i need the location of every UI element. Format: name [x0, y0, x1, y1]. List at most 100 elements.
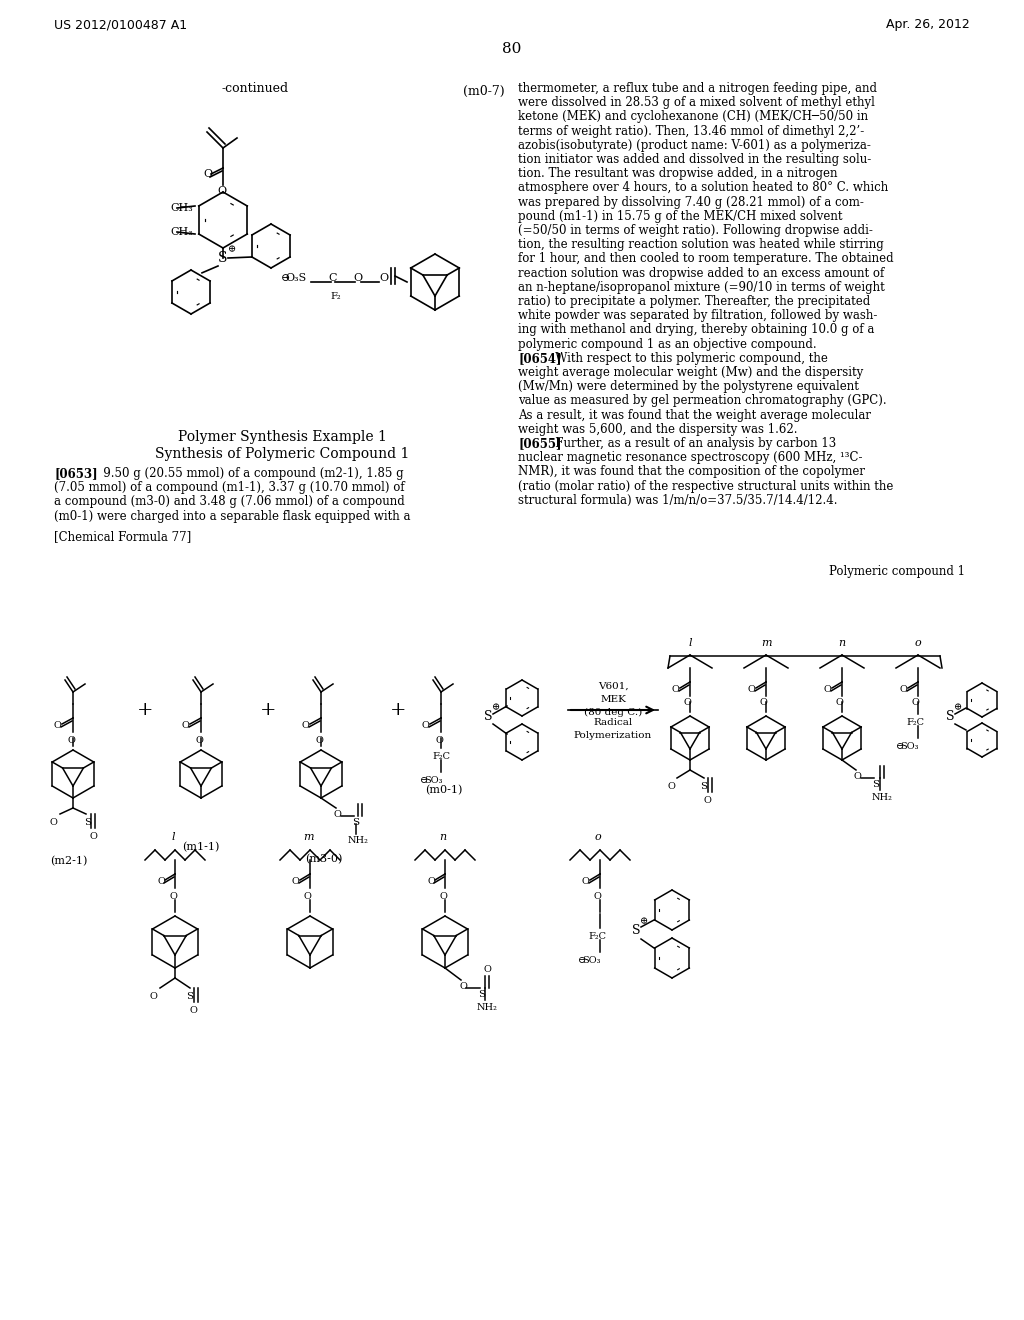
- Text: NH₂: NH₂: [872, 793, 893, 803]
- Text: azobis(isobutyrate) (product name: V-601) as a polymeriza-: azobis(isobutyrate) (product name: V-601…: [518, 139, 870, 152]
- Text: (Mw/Mn) were determined by the polystyrene equivalent: (Mw/Mn) were determined by the polystyre…: [518, 380, 859, 393]
- Text: With respect to this polymeric compound, the: With respect to this polymeric compound,…: [544, 352, 827, 364]
- Text: S: S: [352, 818, 359, 828]
- Text: O: O: [315, 737, 323, 744]
- Text: SO₃: SO₃: [424, 776, 442, 785]
- Text: S: S: [872, 780, 880, 789]
- Text: (=50/50 in terms of weight ratio). Following dropwise addi-: (=50/50 in terms of weight ratio). Follo…: [518, 224, 872, 238]
- Text: 9.50 g (20.55 mmol) of a compound (m2-1), 1.85 g: 9.50 g (20.55 mmol) of a compound (m2-1)…: [92, 467, 403, 480]
- Text: ⊕: ⊕: [492, 704, 500, 713]
- Text: (m3-0): (m3-0): [305, 854, 342, 865]
- Text: O: O: [304, 892, 312, 902]
- Text: ketone (MEK) and cyclohexanone (CH) (MEK/CH─50/50 in: ketone (MEK) and cyclohexanone (CH) (MEK…: [518, 111, 868, 123]
- Text: S: S: [632, 924, 640, 936]
- Text: ⊕: ⊕: [228, 246, 237, 255]
- Text: US 2012/0100487 A1: US 2012/0100487 A1: [54, 18, 187, 30]
- Text: (m0-7): (m0-7): [463, 84, 505, 98]
- Text: O: O: [157, 878, 165, 887]
- Text: CH₃: CH₃: [170, 227, 193, 238]
- Text: ⊕: ⊕: [640, 917, 648, 927]
- Text: F₂C: F₂C: [432, 752, 450, 762]
- Text: polymeric compound 1 as an objective compound.: polymeric compound 1 as an objective com…: [518, 338, 816, 351]
- Text: S: S: [478, 990, 485, 999]
- Text: l: l: [171, 832, 175, 842]
- Text: O: O: [217, 186, 226, 195]
- Text: O: O: [182, 722, 189, 730]
- Text: [Chemical Formula 77]: [Chemical Formula 77]: [54, 531, 191, 543]
- Text: pound (m1-1) in 15.75 g of the MEK/CH mixed solvent: pound (m1-1) in 15.75 g of the MEK/CH mi…: [518, 210, 843, 223]
- Text: O: O: [422, 722, 430, 730]
- Text: O: O: [334, 810, 342, 818]
- Text: O: O: [594, 892, 602, 902]
- Text: ratio) to precipitate a polymer. Thereafter, the precipitated: ratio) to precipitate a polymer. Thereaf…: [518, 294, 870, 308]
- Text: F₂C: F₂C: [588, 932, 606, 941]
- Text: O: O: [302, 722, 310, 730]
- Text: white powder was separated by filtration, followed by wash-: white powder was separated by filtration…: [518, 309, 878, 322]
- Text: ⊕: ⊕: [954, 704, 963, 713]
- Text: ⊖: ⊖: [281, 273, 291, 282]
- Text: O: O: [824, 685, 831, 694]
- Text: F₂C: F₂C: [906, 718, 924, 727]
- Text: SO₃: SO₃: [582, 956, 600, 965]
- Text: (m0-1): (m0-1): [425, 785, 463, 796]
- Text: a compound (m3-0) and 3.48 g (7.06 mmol) of a compound: a compound (m3-0) and 3.48 g (7.06 mmol)…: [54, 495, 404, 508]
- Text: was prepared by dissolving 7.40 g (28.21 mmol) of a com-: was prepared by dissolving 7.40 g (28.21…: [518, 195, 864, 209]
- Text: SO₃: SO₃: [900, 742, 919, 751]
- Text: terms of weight ratio). Then, 13.46 mmol of dimethyl 2,2’-: terms of weight ratio). Then, 13.46 mmol…: [518, 124, 864, 137]
- Text: Polymeric compound 1: Polymeric compound 1: [829, 565, 965, 578]
- Text: V601,: V601,: [598, 682, 629, 690]
- Text: (80 deg C.): (80 deg C.): [584, 708, 642, 717]
- Text: atmosphere over 4 hours, to a solution heated to 80° C. which: atmosphere over 4 hours, to a solution h…: [518, 181, 888, 194]
- Text: o: o: [595, 832, 601, 842]
- Text: O: O: [379, 273, 388, 282]
- Text: (m2-1): (m2-1): [50, 855, 87, 866]
- Text: +: +: [390, 701, 407, 719]
- Text: O: O: [760, 698, 768, 708]
- Text: O: O: [90, 832, 98, 841]
- Text: [0655]: [0655]: [518, 437, 561, 450]
- Text: O: O: [483, 965, 490, 974]
- Text: O: O: [854, 772, 862, 781]
- Text: weight average molecular weight (Mw) and the dispersity: weight average molecular weight (Mw) and…: [518, 366, 863, 379]
- Text: S: S: [84, 818, 91, 828]
- Text: (m1-1): (m1-1): [182, 842, 219, 853]
- Text: -continued: -continued: [221, 82, 289, 95]
- Text: Polymerization: Polymerization: [573, 731, 652, 741]
- Text: CH₃: CH₃: [170, 203, 193, 213]
- Text: Polymer Synthesis Example 1: Polymer Synthesis Example 1: [177, 430, 386, 444]
- Text: ing with methanol and drying, thereby obtaining 10.0 g of a: ing with methanol and drying, thereby ob…: [518, 323, 874, 337]
- Text: O: O: [667, 781, 675, 791]
- Text: S: S: [484, 710, 493, 722]
- Text: O: O: [353, 273, 362, 282]
- Text: n: n: [839, 638, 846, 648]
- Text: MEK: MEK: [600, 696, 626, 704]
- Text: [0654]: [0654]: [518, 352, 561, 364]
- Text: reaction solution was dropwise added to an excess amount of: reaction solution was dropwise added to …: [518, 267, 885, 280]
- Text: structural formula) was 1/m/n/o=37.5/35.7/14.4/12.4.: structural formula) was 1/m/n/o=37.5/35.…: [518, 494, 838, 507]
- Text: Apr. 26, 2012: Apr. 26, 2012: [886, 18, 970, 30]
- Text: O: O: [203, 169, 212, 180]
- Text: nuclear magnetic resonance spectroscopy (600 MHz, ¹³C-: nuclear magnetic resonance spectroscopy …: [518, 451, 862, 465]
- Text: O: O: [427, 878, 435, 887]
- Text: tion. The resultant was dropwise added, in a nitrogen: tion. The resultant was dropwise added, …: [518, 168, 838, 181]
- Text: +: +: [137, 701, 154, 719]
- Text: m: m: [761, 638, 771, 648]
- Text: O: O: [439, 892, 446, 902]
- Text: ⊖: ⊖: [420, 776, 428, 785]
- Text: ⊖: ⊖: [578, 956, 586, 965]
- Text: weight was 5,600, and the dispersity was 1.62.: weight was 5,600, and the dispersity was…: [518, 422, 798, 436]
- Text: 80: 80: [503, 42, 521, 55]
- Text: O: O: [836, 698, 844, 708]
- Text: O: O: [435, 737, 442, 744]
- Text: (ratio (molar ratio) of the respective structural units within the: (ratio (molar ratio) of the respective s…: [518, 479, 893, 492]
- Text: O: O: [748, 685, 756, 694]
- Text: tion, the resulting reaction solution was heated while stirring: tion, the resulting reaction solution wa…: [518, 238, 884, 251]
- Text: l: l: [688, 638, 692, 648]
- Text: Radical: Radical: [593, 718, 633, 727]
- Text: for 1 hour, and then cooled to room temperature. The obtained: for 1 hour, and then cooled to room temp…: [518, 252, 894, 265]
- Text: O: O: [169, 892, 177, 902]
- Text: F₂: F₂: [330, 292, 341, 301]
- Text: O: O: [459, 982, 467, 991]
- Text: Synthesis of Polymeric Compound 1: Synthesis of Polymeric Compound 1: [155, 447, 410, 461]
- Text: O: O: [582, 878, 590, 887]
